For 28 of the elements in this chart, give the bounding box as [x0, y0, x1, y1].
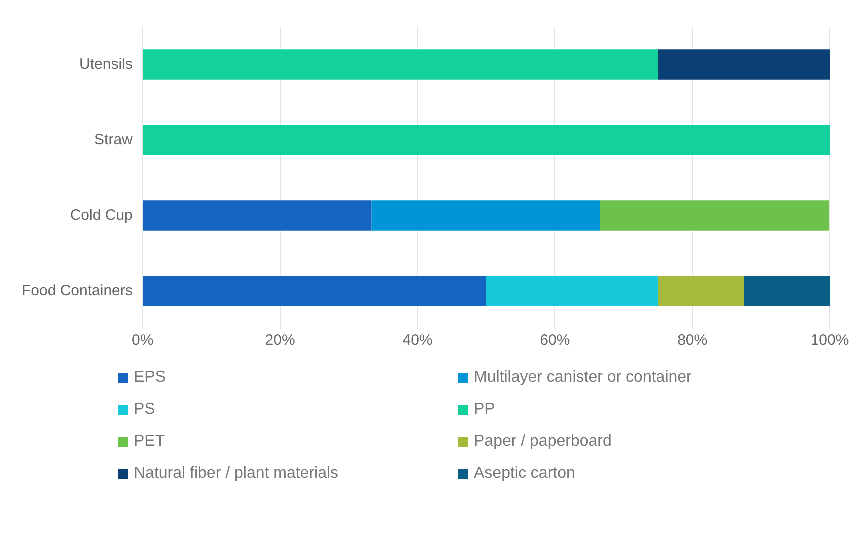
bar [143, 276, 486, 306]
bar [658, 50, 830, 80]
bar [658, 276, 744, 306]
legend-label: Paper / paperboard [474, 433, 612, 451]
bar [143, 125, 830, 156]
legend-label: PS [134, 401, 156, 419]
bar [143, 50, 658, 80]
bar [372, 200, 601, 231]
x-tick-label: 20% [265, 332, 296, 350]
legend-label: PP [474, 401, 496, 419]
bar [486, 276, 658, 306]
y-tick-label: Straw [94, 131, 134, 148]
x-tick-label: 40% [402, 332, 433, 350]
legend-label: Aseptic carton [474, 465, 576, 483]
legend-label: Multilayer canister or container [474, 369, 692, 387]
y-tick-label: Utensils [80, 56, 133, 73]
x-tick-label: 80% [678, 332, 708, 350]
y-tick-label: Cold Cup [70, 206, 133, 224]
x-tick-label: 0% [132, 332, 154, 350]
bar [744, 276, 830, 306]
bar [143, 200, 372, 231]
legend-label: Natural fiber / plant materials [134, 465, 339, 483]
legend-label: EPS [134, 369, 166, 387]
x-tick-label: 60% [540, 332, 570, 350]
x-tick-label: 100% [810, 332, 850, 350]
bar [600, 200, 830, 231]
legend-label: PET [134, 433, 166, 451]
y-tick-label: Food Containers [22, 282, 133, 300]
